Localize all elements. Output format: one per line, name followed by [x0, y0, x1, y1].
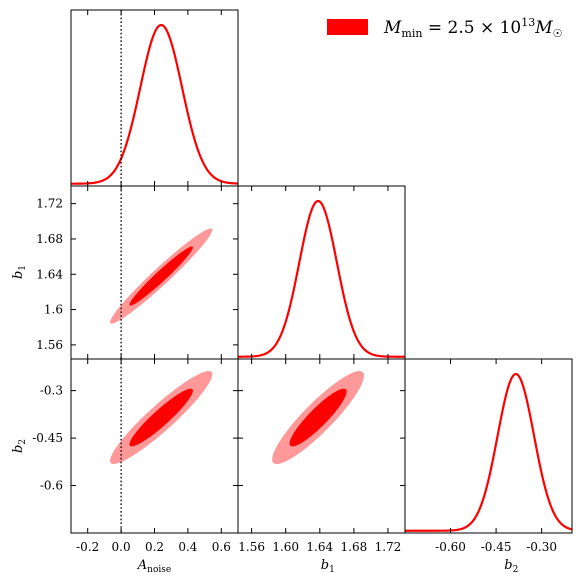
y-tick-label-b1: 1.6 — [44, 303, 63, 317]
x-axis-label-A_noise: Anoise — [137, 558, 171, 575]
y-tick-label-b1: 1.56 — [36, 338, 63, 352]
x-tick-label-A_noise: 0.0 — [112, 540, 131, 554]
y-tick-label-b2: -0.3 — [40, 384, 63, 398]
legend-swatch — [327, 19, 368, 35]
legend: Mmin = 2.5 × 1013M☉ — [327, 16, 563, 40]
x-axis-label-b2: b2 — [504, 558, 518, 575]
panel-frame-0-0 — [70, 9, 239, 187]
x-axis-label-b1: b1 — [321, 558, 335, 575]
x-tick-label-b1: 1.56 — [238, 540, 265, 554]
labels-layer: -0.2 0.0 0.2 0.4 0.6 1.56 1.60 1.64 1.68 1.72 -0.6… — [11, 197, 557, 575]
y-tick-label-b2: -0.6 — [40, 479, 63, 493]
contour-inner-b2-b1 — [289, 388, 347, 447]
panel-frame-2-2 — [404, 358, 573, 534]
y-tick-label-b2: -0.45 — [32, 431, 63, 445]
marginal-curve-b1 — [238, 199, 405, 358]
contour-inner-b1-A_noise — [129, 246, 193, 306]
x-tick-label-b2: -0.60 — [435, 540, 466, 554]
x-tick-label-A_noise: -0.2 — [76, 540, 99, 554]
panel-frame-1-1 — [237, 185, 406, 360]
contour-inner-b2-A_noise — [129, 388, 193, 447]
tick-marks-layer — [71, 10, 543, 533]
x-tick-label-b1: 1.72 — [375, 540, 402, 554]
x-tick-label-A_noise: 0.2 — [145, 540, 164, 554]
curve-lines-layer — [71, 10, 573, 533]
y-axis-label-b2: b2 — [11, 439, 28, 453]
x-tick-label-A_noise: 0.6 — [212, 540, 231, 554]
x-tick-label-A_noise: 0.4 — [178, 540, 197, 554]
x-tick-label-b2: -0.30 — [526, 540, 557, 554]
y-tick-label-b1: 1.72 — [36, 197, 63, 211]
panel-frames-layer — [70, 9, 573, 534]
x-tick-label-b1: 1.64 — [306, 540, 333, 554]
panel-frame-2-0 — [70, 358, 239, 534]
marginal-curve-A_noise — [71, 23, 239, 185]
y-axis-label-b1: b1 — [11, 265, 28, 279]
marginal-curve-b2 — [405, 372, 573, 532]
legend-label: Mmin = 2.5 × 1013M☉ — [383, 16, 563, 40]
x-tick-label-b1: 1.68 — [341, 540, 368, 554]
panel-frame-2-1 — [237, 358, 406, 534]
y-tick-label-b1: 1.64 — [36, 267, 63, 281]
x-tick-label-b1: 1.60 — [272, 540, 299, 554]
contour-fills-layer — [110, 228, 365, 465]
x-tick-label-b2: -0.45 — [481, 540, 512, 554]
y-tick-label-b1: 1.68 — [36, 232, 63, 246]
